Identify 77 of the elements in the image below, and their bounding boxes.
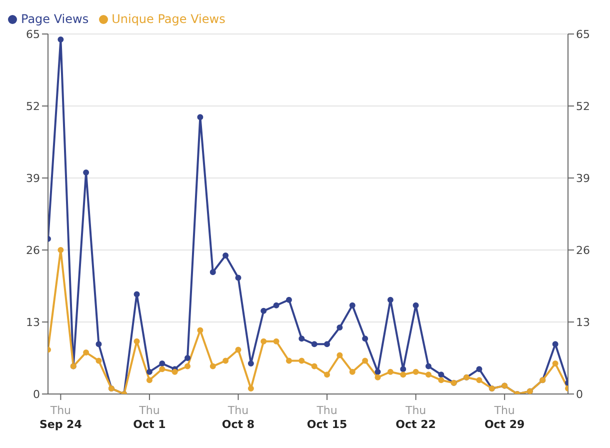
- point: [146, 368, 152, 375]
- point: [58, 36, 64, 43]
- x-tick-label: Thu Oct 8: [222, 404, 255, 432]
- point: [438, 372, 444, 378]
- point: [412, 368, 419, 375]
- y-tick-label: 52: [26, 100, 40, 113]
- point: [197, 114, 204, 120]
- point: [210, 363, 216, 370]
- y2-tick-label: 13: [576, 316, 590, 329]
- point: [311, 341, 318, 348]
- point: [83, 349, 90, 356]
- point: [362, 358, 368, 364]
- point: [273, 302, 280, 308]
- y-tick-label: 39: [26, 172, 40, 185]
- point: [248, 360, 254, 367]
- point: [362, 336, 368, 342]
- point: [134, 291, 140, 298]
- point: [260, 308, 267, 314]
- point: [235, 346, 242, 353]
- point: [336, 352, 343, 358]
- point: [387, 296, 394, 303]
- point: [438, 377, 444, 384]
- point: [349, 368, 356, 375]
- point: [286, 358, 292, 364]
- point: [210, 269, 216, 276]
- point: [349, 302, 356, 308]
- legend-label: Page Views: [21, 12, 89, 26]
- point: [298, 336, 305, 342]
- point: [134, 338, 140, 344]
- point: [159, 366, 166, 372]
- point: [235, 274, 242, 281]
- y2-tick-label: 52: [576, 100, 590, 113]
- point: [476, 377, 482, 384]
- y-tick-label: 26: [26, 244, 40, 257]
- x-tick-label: Thu Oct 1: [133, 404, 166, 432]
- point: [298, 358, 305, 364]
- point: [400, 366, 406, 372]
- point: [83, 169, 90, 176]
- x-tick-label: Thu Oct 29: [484, 404, 525, 432]
- point: [172, 368, 178, 375]
- point: [552, 360, 558, 367]
- point: [374, 368, 381, 375]
- y2-tick-label: 26: [576, 244, 590, 257]
- point: [222, 252, 229, 259]
- point: [146, 377, 152, 384]
- point: [311, 363, 318, 370]
- point: [387, 368, 394, 375]
- point: [260, 338, 267, 344]
- point: [96, 358, 102, 364]
- x-tick-label: Thu Oct 22: [396, 404, 436, 432]
- y-tick-label: 13: [26, 316, 40, 329]
- y-tick-label: 0: [33, 388, 40, 401]
- y-tick-label: 65: [26, 28, 40, 41]
- point: [412, 302, 419, 308]
- point: [286, 296, 292, 303]
- point: [324, 372, 330, 378]
- point: [184, 363, 191, 370]
- legend-label: Unique Page Views: [112, 12, 226, 26]
- y2-tick-label: 0: [576, 388, 583, 401]
- point: [58, 247, 64, 253]
- y2-tick-label: 65: [576, 28, 590, 41]
- point: [374, 374, 381, 380]
- point: [222, 358, 229, 364]
- point: [336, 324, 343, 331]
- point: [159, 360, 166, 367]
- x-tick-label: Thu Oct 15: [306, 404, 348, 432]
- point: [400, 372, 406, 378]
- point: [425, 363, 432, 370]
- point: [96, 341, 102, 348]
- point: [197, 327, 204, 334]
- point: [324, 341, 330, 348]
- point: [476, 366, 482, 372]
- point: [425, 372, 432, 378]
- point: [273, 338, 280, 344]
- y2-tick-label: 39: [576, 172, 590, 185]
- point: [184, 355, 191, 361]
- x-tick-label: Thu Sep 24: [39, 404, 82, 432]
